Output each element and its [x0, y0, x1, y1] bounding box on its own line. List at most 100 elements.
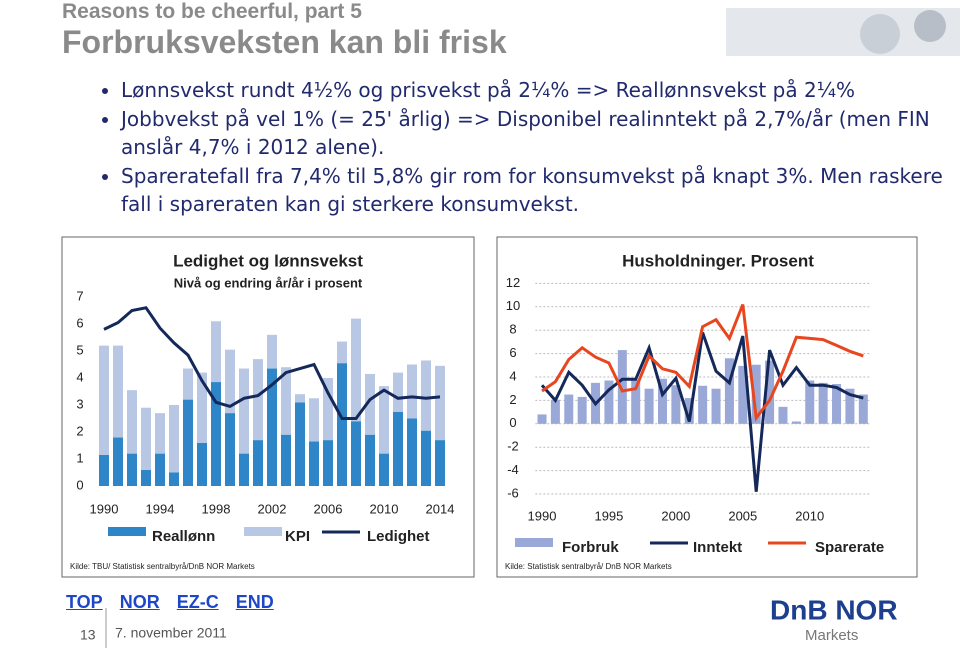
- legend-label: Forbruk: [562, 539, 619, 556]
- bar: [435, 440, 445, 486]
- y-tick-label: 10: [506, 298, 520, 313]
- y-tick-label: 0: [509, 415, 516, 430]
- bar: [711, 388, 721, 424]
- bar: [365, 434, 375, 486]
- bar: [183, 368, 193, 400]
- y-tick-label: 4: [509, 368, 516, 383]
- bar: [141, 407, 151, 470]
- bar: [267, 334, 277, 369]
- bar: [805, 380, 815, 424]
- bar: [393, 411, 403, 486]
- bar: [99, 454, 109, 486]
- bar: [617, 350, 627, 424]
- bar: [407, 418, 417, 486]
- bar: [253, 440, 263, 486]
- y-tick-label: 8: [509, 322, 516, 337]
- bar: [778, 406, 788, 424]
- bar: [845, 388, 855, 424]
- x-tick-label: 1995: [594, 508, 623, 523]
- y-tick-label: 4: [76, 369, 83, 384]
- bar: [765, 360, 775, 424]
- y-tick-label: 6: [509, 345, 516, 360]
- bar: [113, 345, 123, 438]
- y-tick-label: -6: [507, 485, 519, 500]
- x-tick-label: 2005: [728, 508, 757, 523]
- bar: [281, 367, 291, 435]
- bar: [393, 372, 403, 412]
- chart-frame: [496, 236, 918, 578]
- bar: [309, 441, 319, 486]
- nav-link[interactable]: EZ-C: [176, 592, 219, 612]
- bar: [281, 434, 291, 486]
- bar: [323, 378, 333, 441]
- y-tick-label: 2: [509, 392, 516, 407]
- bar: [113, 437, 123, 486]
- nav-link[interactable]: END: [235, 592, 274, 612]
- header-logo: [726, 8, 960, 56]
- page-number: 13: [80, 627, 96, 643]
- bar: [631, 379, 641, 424]
- logo-sub: Markets: [805, 627, 858, 644]
- bar: [211, 321, 221, 383]
- bar: [435, 365, 445, 441]
- line: [103, 306, 441, 420]
- y-tick-label: 2: [76, 423, 83, 438]
- bar: [267, 368, 277, 486]
- bullet-list: Lønnsvekst rundt 4½% og prisvekst på 2¼%…: [95, 76, 951, 219]
- nav-link[interactable]: TOP: [66, 592, 103, 612]
- bar: [295, 394, 305, 403]
- source-note: Kilde: Statistisk sentralbyrå/ DnB NOR M…: [505, 562, 672, 571]
- chart-frame: [61, 236, 475, 578]
- bar: [724, 358, 734, 424]
- bar: [365, 373, 375, 435]
- bar: [407, 364, 417, 419]
- bar: [239, 453, 249, 486]
- bar: [197, 442, 207, 486]
- y-tick-label: 5: [76, 342, 83, 357]
- bar: [253, 359, 263, 441]
- x-tick-label: 1990: [528, 508, 557, 523]
- kicker: Reasons to be cheerful, part 5: [62, 0, 362, 23]
- bar: [169, 405, 179, 473]
- x-tick-label: 2010: [795, 508, 824, 523]
- bullet: Lønnsvekst rundt 4½% og prisvekst på 2¼%…: [121, 76, 951, 104]
- bar: [183, 399, 193, 486]
- chart-title: Ledighet og lønnsvekst: [173, 251, 363, 270]
- legend-label: Reallønn: [152, 528, 215, 545]
- bar: [421, 430, 431, 486]
- bar: [550, 399, 560, 424]
- bar: [698, 385, 708, 424]
- bar: [99, 345, 109, 455]
- y-tick-label: 0: [76, 477, 83, 492]
- legend-label: Inntekt: [693, 539, 742, 556]
- bar: [818, 382, 828, 424]
- y-tick-label: 3: [76, 396, 83, 411]
- bar: [309, 398, 319, 442]
- bullet: Spareratefall fra 7,4% til 5,8% gir rom …: [121, 162, 951, 218]
- y-tick-label: -4: [507, 462, 519, 477]
- bar: [421, 360, 431, 431]
- bar: [155, 453, 165, 486]
- bar: [295, 402, 305, 486]
- bar: [684, 398, 694, 424]
- bar: [791, 421, 801, 424]
- nav-links: TOP NOR EZ-C END: [66, 592, 286, 613]
- bar: [127, 390, 137, 454]
- legend-swatch: [515, 538, 553, 547]
- x-tick-label: 1990: [90, 501, 119, 516]
- x-tick-label: 2014: [426, 501, 455, 516]
- chart-title: Husholdninger. Prosent: [622, 251, 814, 270]
- bar: [225, 349, 235, 414]
- x-tick-label: 1994: [146, 501, 175, 516]
- x-tick-label: 2010: [370, 501, 399, 516]
- legend-label: KPI: [285, 528, 310, 545]
- date: 7. november 2011: [115, 625, 227, 641]
- legend-swatch: [244, 527, 282, 536]
- x-tick-label: 2000: [661, 508, 690, 523]
- bar: [577, 396, 587, 424]
- y-tick-label: 7: [76, 288, 83, 303]
- x-tick-label: 2002: [258, 501, 287, 516]
- nav-link[interactable]: NOR: [119, 592, 160, 612]
